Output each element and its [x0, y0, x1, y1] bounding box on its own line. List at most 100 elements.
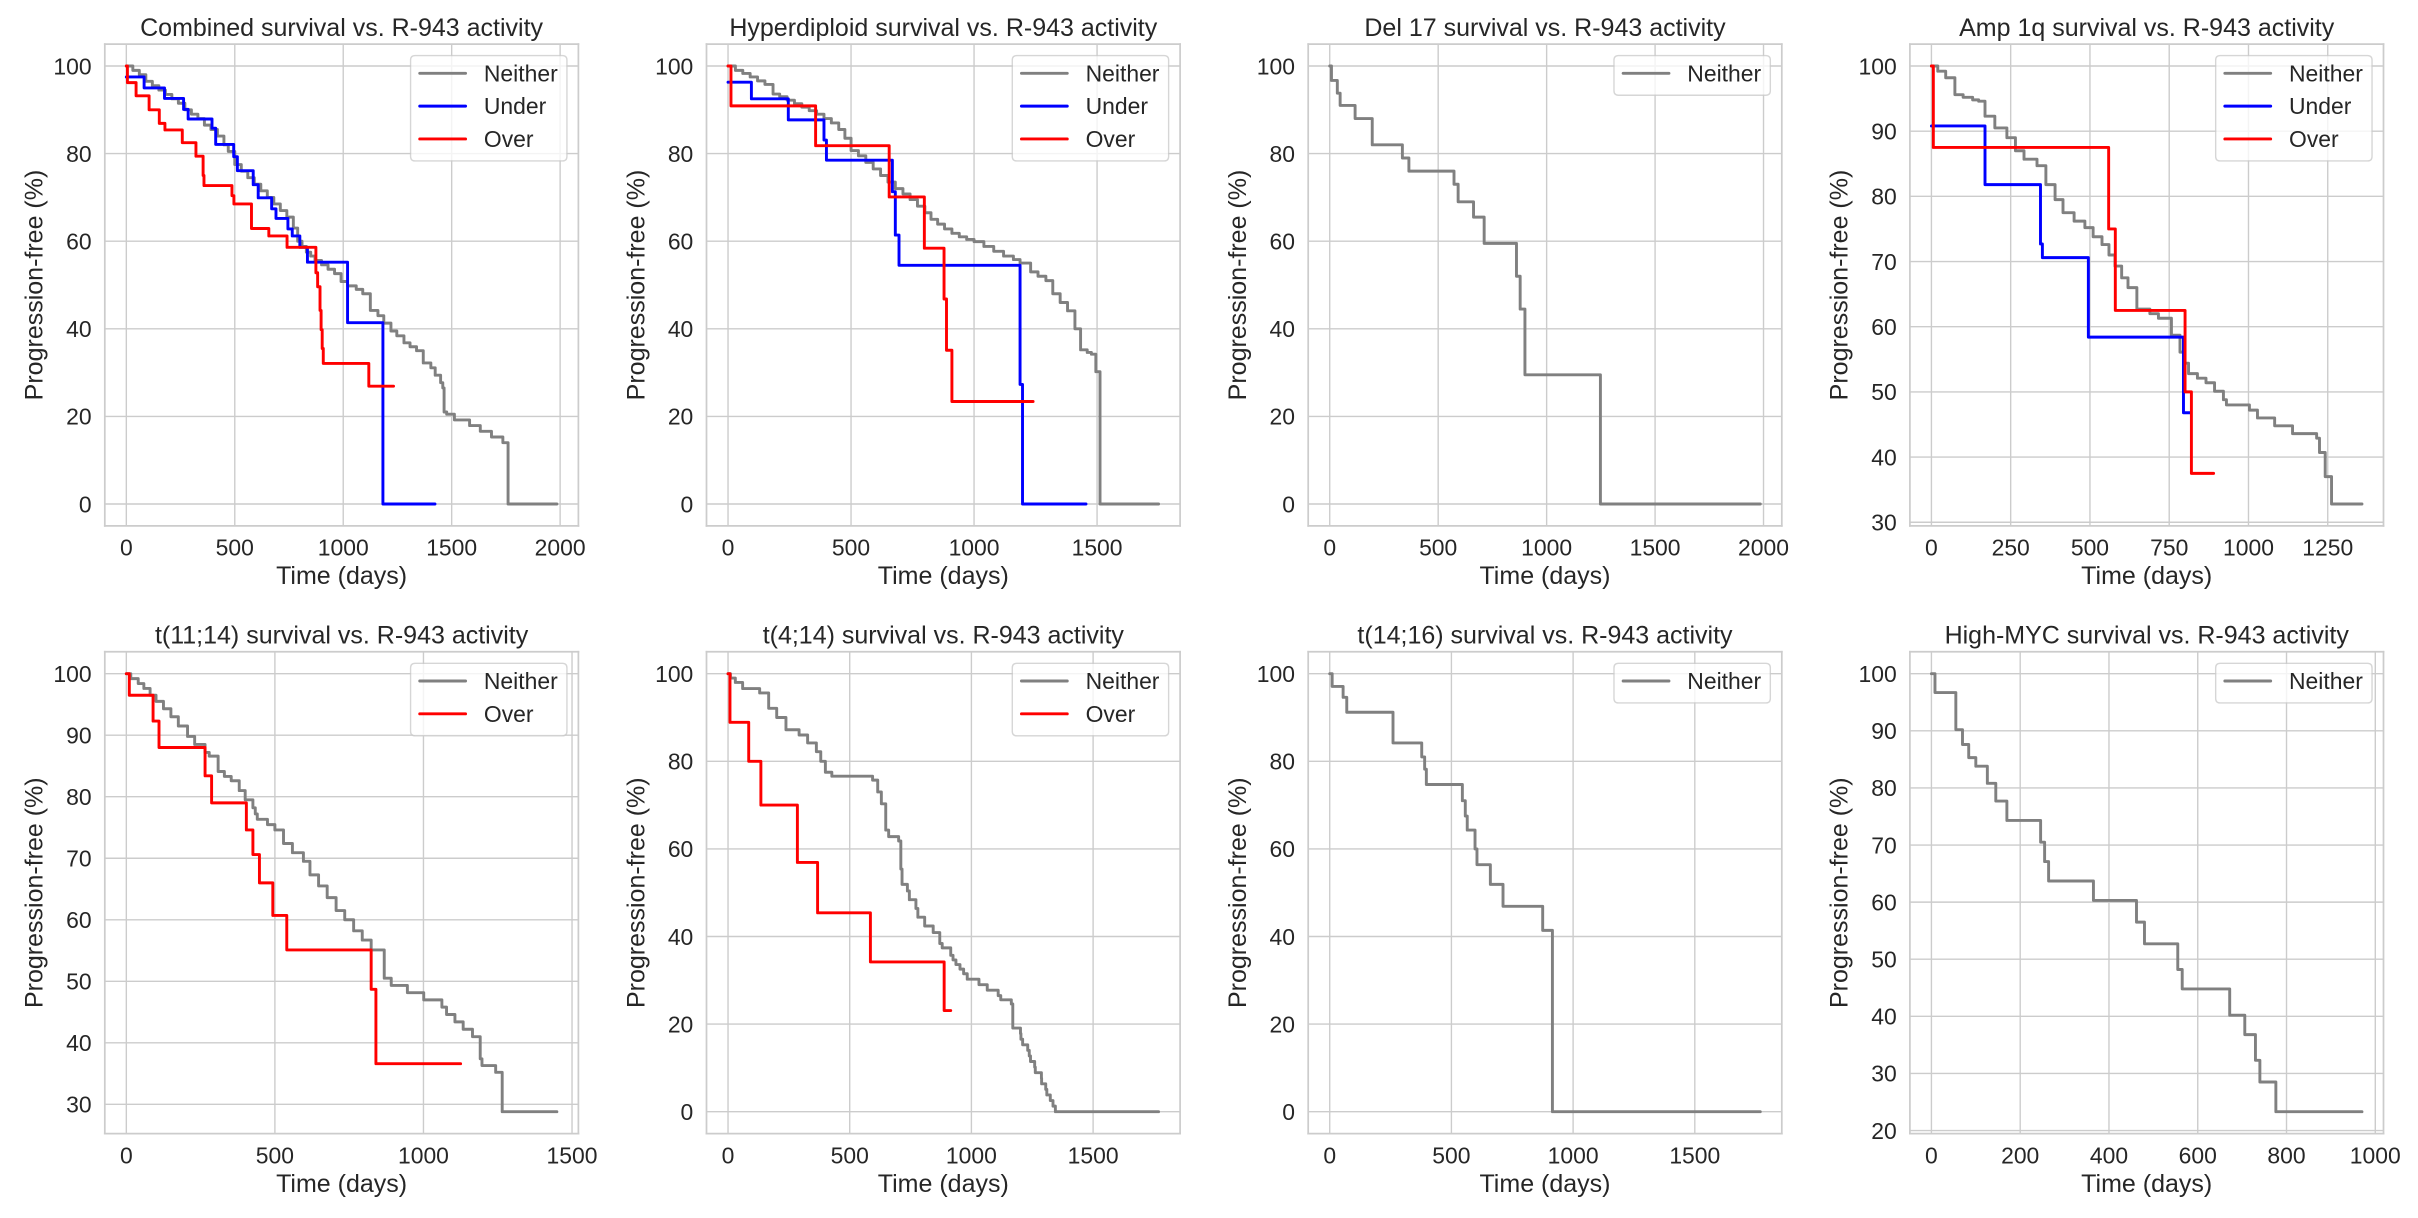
svg-text:80: 80 — [1871, 184, 1896, 210]
svg-text:Over: Over — [1086, 701, 1136, 727]
svg-text:0: 0 — [1925, 535, 1938, 561]
svg-text:80: 80 — [1871, 775, 1896, 801]
svg-text:Time (days): Time (days) — [1479, 562, 1610, 590]
svg-text:Under: Under — [484, 93, 547, 119]
svg-text:50: 50 — [1871, 379, 1896, 405]
svg-text:100: 100 — [53, 661, 91, 687]
svg-text:40: 40 — [668, 924, 693, 950]
svg-text:2000: 2000 — [535, 535, 586, 561]
svg-text:70: 70 — [1871, 249, 1896, 275]
svg-text:1500: 1500 — [426, 535, 477, 561]
svg-text:500: 500 — [832, 535, 870, 561]
svg-text:0: 0 — [681, 1099, 694, 1125]
svg-text:60: 60 — [668, 836, 693, 862]
svg-text:0: 0 — [79, 491, 92, 517]
svg-text:100: 100 — [1257, 53, 1295, 79]
svg-text:50: 50 — [66, 969, 91, 995]
svg-text:1000: 1000 — [2350, 1142, 2401, 1168]
svg-text:1000: 1000 — [1521, 535, 1572, 561]
svg-text:Neither: Neither — [484, 60, 558, 86]
svg-text:60: 60 — [1270, 229, 1295, 255]
svg-text:40: 40 — [668, 316, 693, 342]
svg-text:100: 100 — [1257, 661, 1295, 687]
svg-text:800: 800 — [2267, 1142, 2305, 1168]
svg-text:60: 60 — [668, 229, 693, 255]
svg-text:Under: Under — [1086, 93, 1149, 119]
svg-text:90: 90 — [1871, 118, 1896, 144]
svg-text:0: 0 — [1925, 1142, 1938, 1168]
svg-text:60: 60 — [66, 907, 91, 933]
svg-text:80: 80 — [668, 141, 693, 167]
svg-text:Time (days): Time (days) — [878, 1170, 1009, 1198]
svg-text:Neither: Neither — [1086, 60, 1160, 86]
svg-text:1500: 1500 — [1630, 535, 1681, 561]
svg-text:20: 20 — [668, 1011, 693, 1037]
svg-text:0: 0 — [1282, 1099, 1295, 1125]
svg-text:Time (days): Time (days) — [1479, 1170, 1610, 1198]
svg-text:500: 500 — [256, 1142, 294, 1168]
svg-text:1250: 1250 — [2302, 535, 2353, 561]
svg-text:30: 30 — [66, 1092, 91, 1118]
svg-text:40: 40 — [66, 1030, 91, 1056]
svg-text:2000: 2000 — [1738, 535, 1789, 561]
svg-text:750: 750 — [2150, 535, 2188, 561]
svg-text:Progression-free (%): Progression-free (%) — [1826, 777, 1854, 1008]
svg-text:1500: 1500 — [1669, 1142, 1720, 1168]
svg-text:400: 400 — [2090, 1142, 2128, 1168]
svg-text:0: 0 — [120, 535, 133, 561]
svg-text:60: 60 — [1871, 314, 1896, 340]
svg-text:Neither: Neither — [484, 668, 558, 694]
svg-text:500: 500 — [2071, 535, 2109, 561]
svg-text:Progression-free (%): Progression-free (%) — [1826, 170, 1854, 401]
svg-text:Time (days): Time (days) — [276, 562, 407, 590]
svg-text:0: 0 — [722, 535, 735, 561]
svg-text:0: 0 — [1323, 1142, 1336, 1168]
svg-text:500: 500 — [216, 535, 254, 561]
svg-text:100: 100 — [655, 661, 693, 687]
svg-text:0: 0 — [722, 1142, 735, 1168]
svg-text:Neither: Neither — [1086, 668, 1160, 694]
svg-text:Neither: Neither — [1687, 668, 1761, 694]
svg-text:Time (days): Time (days) — [2081, 1170, 2212, 1198]
svg-text:1500: 1500 — [1072, 535, 1123, 561]
svg-text:100: 100 — [655, 53, 693, 79]
svg-text:High-MYC survival vs. R-943 ac: High-MYC survival vs. R-943 activity — [1945, 621, 2350, 649]
svg-text:Hyperdiploid survival vs. R-94: Hyperdiploid survival vs. R-943 activity — [729, 14, 1157, 42]
svg-text:80: 80 — [1270, 749, 1295, 775]
svg-text:500: 500 — [831, 1142, 869, 1168]
svg-text:1000: 1000 — [2223, 535, 2274, 561]
svg-text:t(4;14) survival vs. R-943 act: t(4;14) survival vs. R-943 activity — [763, 621, 1125, 649]
svg-text:80: 80 — [668, 749, 693, 775]
svg-text:1000: 1000 — [1548, 1142, 1599, 1168]
svg-text:1500: 1500 — [547, 1142, 598, 1168]
svg-text:40: 40 — [1871, 444, 1896, 470]
svg-text:Over: Over — [484, 701, 534, 727]
svg-text:60: 60 — [66, 229, 91, 255]
svg-text:20: 20 — [1270, 1011, 1295, 1037]
svg-text:200: 200 — [2001, 1142, 2039, 1168]
svg-text:0: 0 — [120, 1142, 133, 1168]
svg-text:40: 40 — [1270, 316, 1295, 342]
svg-text:50: 50 — [1871, 947, 1896, 973]
svg-text:Time (days): Time (days) — [878, 562, 1009, 590]
svg-text:Over: Over — [1086, 126, 1136, 152]
svg-text:70: 70 — [66, 846, 91, 872]
svg-text:1000: 1000 — [946, 1142, 997, 1168]
svg-text:Over: Over — [2289, 126, 2339, 152]
svg-text:Progression-free (%): Progression-free (%) — [1224, 170, 1252, 401]
svg-text:70: 70 — [1871, 832, 1896, 858]
svg-text:250: 250 — [1992, 535, 2030, 561]
svg-text:Progression-free (%): Progression-free (%) — [622, 170, 650, 401]
svg-text:Time (days): Time (days) — [2081, 562, 2212, 590]
svg-text:Amp 1q survival vs. R-943 acti: Amp 1q survival vs. R-943 activity — [1959, 14, 2335, 42]
svg-text:90: 90 — [1871, 718, 1896, 744]
svg-text:30: 30 — [1871, 510, 1896, 536]
svg-text:Combined survival vs. R-943 ac: Combined survival vs. R-943 activity — [140, 14, 543, 42]
svg-text:Progression-free (%): Progression-free (%) — [21, 170, 49, 401]
svg-text:60: 60 — [1871, 889, 1896, 915]
svg-text:500: 500 — [1432, 1142, 1470, 1168]
svg-text:Progression-free (%): Progression-free (%) — [1224, 777, 1252, 1008]
svg-text:0: 0 — [1282, 491, 1295, 517]
svg-text:20: 20 — [668, 404, 693, 430]
svg-text:500: 500 — [1419, 535, 1457, 561]
